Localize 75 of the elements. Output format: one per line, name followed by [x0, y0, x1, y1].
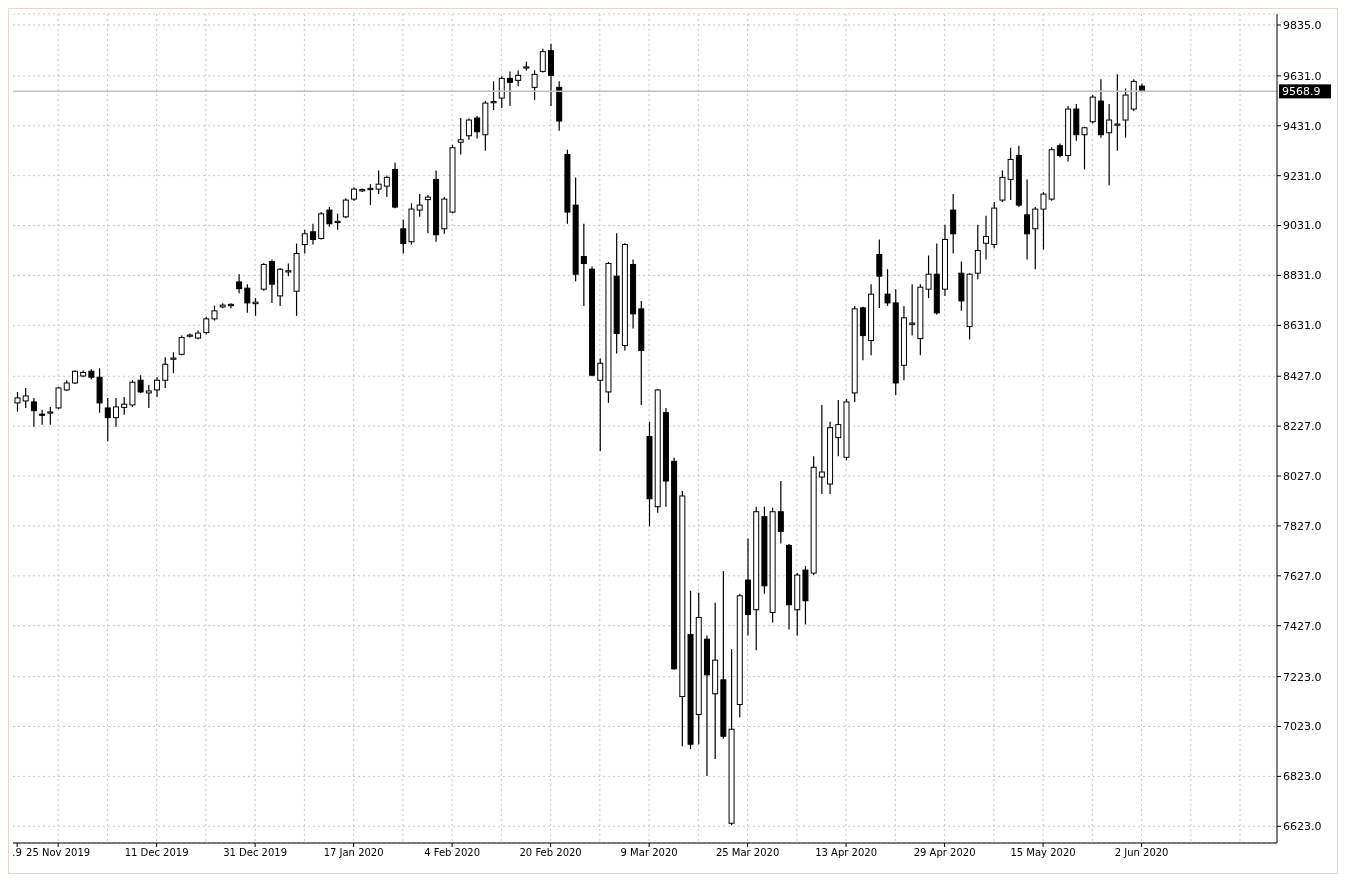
candlestick [236, 273, 243, 294]
y-tick-label: 9031.0 [1283, 219, 1322, 233]
candlestick [104, 397, 111, 442]
candlestick [909, 283, 916, 337]
candlestick [983, 215, 990, 261]
candlestick [39, 409, 46, 426]
x-tick-label: 25 Mar 2020 [715, 847, 780, 859]
x-tick-label: 11 Dec 2019 [124, 847, 189, 859]
candlestick [818, 404, 825, 495]
candlestick [416, 193, 423, 218]
candlestick [490, 80, 497, 111]
candlestick [506, 70, 513, 107]
y-tick-label: 6623.0 [1283, 820, 1322, 834]
x-tick-label: 9 Mar 2020 [620, 847, 678, 859]
candlestick [498, 75, 505, 109]
candlestick [835, 399, 842, 457]
candlestick [227, 302, 234, 309]
candlestick [14, 391, 21, 413]
candlestick [531, 69, 538, 101]
y-tick-label: 7427.0 [1283, 619, 1322, 633]
candlestick [1114, 73, 1121, 152]
x-tick-label: 29 Apr 2020 [913, 847, 976, 859]
y-tick-label: 6823.0 [1283, 770, 1322, 784]
candlestick [1081, 126, 1088, 171]
y-tick-label: 9835.0 [1283, 18, 1322, 32]
y-tick-label: 7827.0 [1283, 519, 1322, 533]
candlestick [309, 223, 316, 246]
candlestick [112, 397, 119, 428]
x-tick-label: .9 [12, 847, 22, 859]
candlestick [301, 229, 308, 255]
candlestick [30, 397, 37, 428]
y-tick-label: 7223.0 [1283, 670, 1322, 684]
candlestick [1032, 206, 1039, 270]
candlestick [580, 223, 587, 307]
y-tick-label: 8631.0 [1283, 319, 1322, 333]
y-tick-label: 7023.0 [1283, 720, 1322, 734]
x-tick-label: 25 Nov 2019 [26, 847, 91, 859]
x-tick-label: 20 Feb 2020 [519, 847, 582, 859]
y-tick-label: 8831.0 [1283, 269, 1322, 283]
candlestick [342, 197, 349, 219]
candlestick [474, 115, 481, 140]
candlestick [1040, 191, 1047, 251]
x-tick-label: 4 Feb 2020 [424, 847, 481, 859]
candlestick [22, 387, 29, 409]
candlestick [777, 480, 784, 544]
x-tick-label: 31 Dec 2019 [223, 847, 288, 859]
candlestick [884, 268, 891, 307]
candlestick [162, 356, 169, 389]
y-tick-label: 8027.0 [1283, 469, 1322, 483]
y-tick-label: 8427.0 [1283, 370, 1322, 384]
y-tick-label: 7627.0 [1283, 569, 1322, 583]
y-tick-label: 9431.0 [1283, 119, 1322, 133]
candlestick [268, 258, 275, 304]
candlestick [145, 384, 152, 409]
candlestick [597, 357, 604, 452]
candlestick [974, 224, 981, 280]
ref-line-label: 9568.9 [1282, 85, 1321, 99]
y-tick-label: 9231.0 [1283, 169, 1322, 183]
candlestick [950, 193, 957, 255]
x-tick-label: 17 Jan 2020 [323, 847, 384, 859]
y-tick-label: 8227.0 [1283, 420, 1322, 434]
candlestick [876, 238, 883, 309]
candlestick [457, 117, 464, 156]
candlestick [244, 283, 251, 314]
candlestick [170, 351, 177, 374]
candlestick [154, 376, 161, 398]
candlestick [400, 219, 407, 255]
x-tick-label: 13 Apr 2020 [815, 847, 878, 859]
candlestick [383, 174, 390, 198]
x-tick-label: 15 May 2020 [1010, 847, 1076, 859]
candlestick [1106, 103, 1113, 186]
candlestick [1024, 178, 1031, 261]
x-tick-label: 2 Jun 2020 [1114, 847, 1169, 859]
y-tick-label: 9631.0 [1283, 69, 1322, 83]
candlestick [424, 194, 431, 234]
